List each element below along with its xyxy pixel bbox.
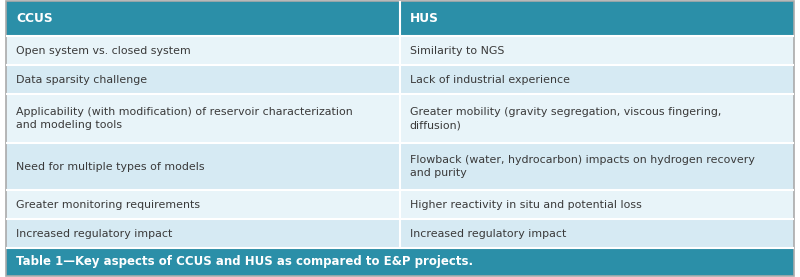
- Bar: [6, 65, 400, 94]
- Bar: [400, 143, 794, 190]
- Bar: [6, 248, 794, 276]
- Text: Similarity to NGS: Similarity to NGS: [410, 46, 504, 56]
- Bar: [6, 36, 400, 65]
- Bar: [400, 65, 794, 94]
- Text: Greater monitoring requirements: Greater monitoring requirements: [16, 200, 200, 210]
- Text: Need for multiple types of models: Need for multiple types of models: [16, 162, 205, 172]
- Text: Applicability (with modification) of reservoir characterization
and modeling too: Applicability (with modification) of res…: [16, 107, 353, 130]
- Text: Flowback (water, hydrocarbon) impacts on hydrogen recovery
and purity: Flowback (water, hydrocarbon) impacts on…: [410, 155, 754, 178]
- Bar: [400, 36, 794, 65]
- Text: Lack of industrial experience: Lack of industrial experience: [410, 75, 570, 85]
- Bar: [6, 190, 400, 219]
- Text: Higher reactivity in situ and potential loss: Higher reactivity in situ and potential …: [410, 200, 642, 210]
- Bar: [400, 190, 794, 219]
- Bar: [6, 219, 400, 248]
- Bar: [6, 94, 400, 143]
- Text: Increased regulatory impact: Increased regulatory impact: [410, 229, 566, 239]
- Text: Greater mobility (gravity segregation, viscous fingering,
diffusion): Greater mobility (gravity segregation, v…: [410, 107, 721, 130]
- Text: Table 1—Key aspects of CCUS and HUS as compared to E&P projects.: Table 1—Key aspects of CCUS and HUS as c…: [16, 255, 473, 268]
- Bar: [400, 1, 794, 36]
- Text: Increased regulatory impact: Increased regulatory impact: [16, 229, 172, 239]
- Bar: [400, 94, 794, 143]
- Bar: [6, 143, 400, 190]
- Bar: [6, 1, 400, 36]
- Text: CCUS: CCUS: [16, 12, 53, 25]
- Text: HUS: HUS: [410, 12, 438, 25]
- Bar: [400, 219, 794, 248]
- Text: Data sparsity challenge: Data sparsity challenge: [16, 75, 147, 85]
- Text: Open system vs. closed system: Open system vs. closed system: [16, 46, 190, 56]
